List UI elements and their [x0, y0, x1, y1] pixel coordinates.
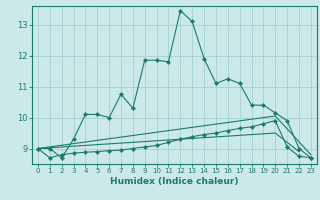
X-axis label: Humidex (Indice chaleur): Humidex (Indice chaleur): [110, 177, 239, 186]
